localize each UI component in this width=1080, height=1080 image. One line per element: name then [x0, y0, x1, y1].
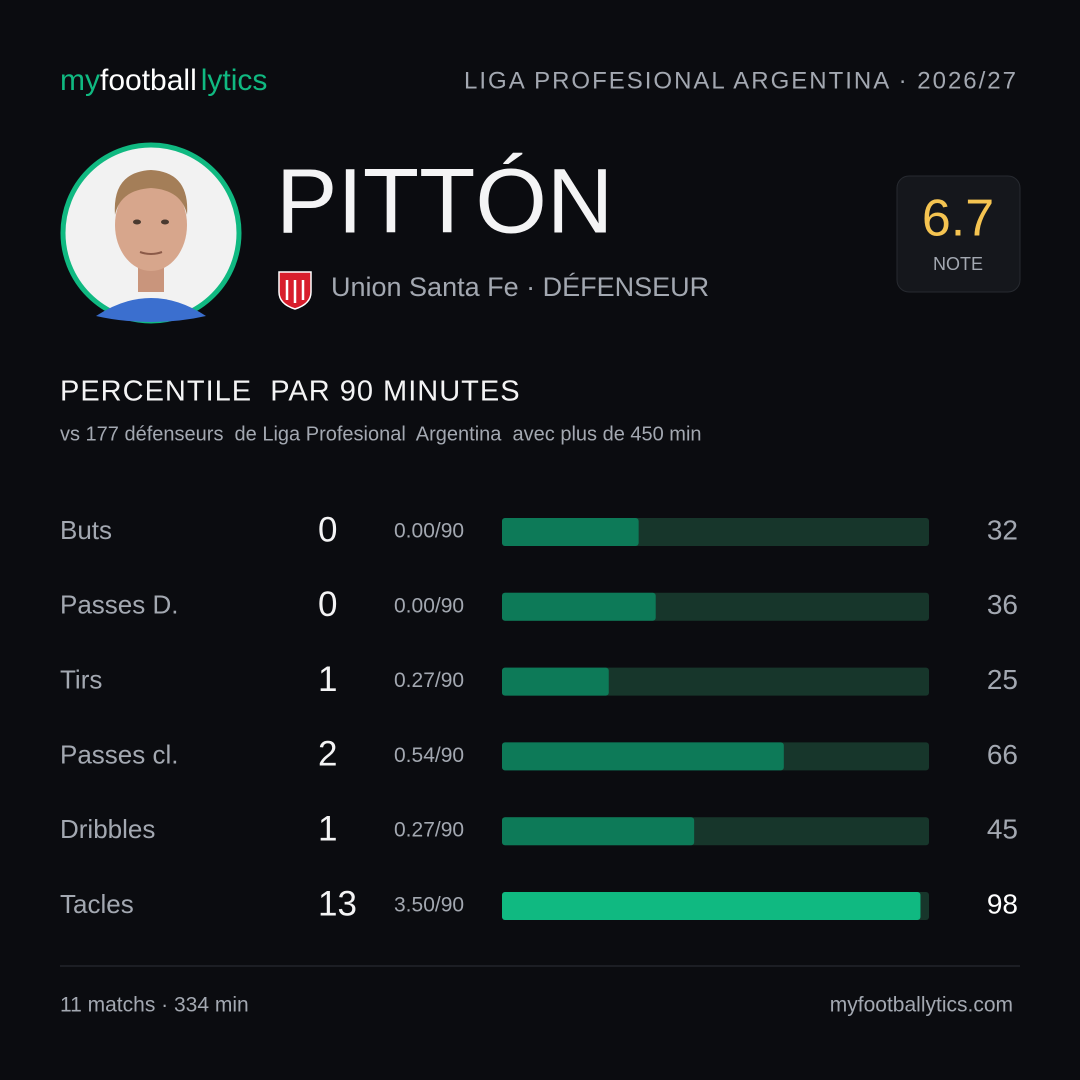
stat-label: Dribbles [60, 814, 155, 844]
team-badge [278, 271, 312, 310]
footer-right: myfootballytics.com [830, 994, 1013, 1017]
brand-part: my [60, 64, 100, 97]
section-subtitle: vs 177 défenseurs de Liga Profesional Ar… [60, 423, 702, 445]
stat-total: 2 [318, 735, 337, 774]
footer-left: 11 matchs · 334 min [60, 994, 249, 1017]
stat-total: 0 [318, 585, 337, 624]
bar [502, 817, 695, 846]
stat-total: 1 [318, 660, 337, 699]
stat-percentile: 32 [987, 514, 1018, 545]
stat-percentile: 66 [987, 739, 1018, 770]
player-photo [60, 142, 242, 324]
stat-label: Tacles [60, 889, 134, 919]
stat-label: Buts [60, 515, 112, 545]
bar [502, 592, 656, 621]
bar [502, 742, 784, 771]
team: Union Santa Fe · DÉFENSEUR [331, 272, 709, 302]
brand-part: football [100, 64, 197, 97]
stat-total: 0 [318, 510, 337, 549]
stat-per90: 0.54/90 [394, 744, 464, 767]
brand-part: lytics [201, 64, 268, 97]
stat-percentile: 36 [987, 589, 1018, 620]
stat-per90: 3.50/90 [394, 894, 464, 917]
stat-per90: 0.27/90 [394, 819, 464, 842]
stat-total: 1 [318, 809, 337, 848]
stat-label: Passes cl. [60, 739, 179, 769]
stat-per90: 0.00/90 [394, 520, 464, 543]
stat-percentile: 98 [987, 888, 1018, 919]
section-title: PERCENTILE PAR 90 MINUTES [60, 376, 521, 408]
rating-box [896, 175, 1021, 293]
stat-percentile: 25 [987, 664, 1018, 695]
stat-percentile: 45 [987, 814, 1018, 845]
brand: myfootball lytics [60, 64, 267, 97]
bar [502, 667, 609, 696]
stat-per90: 0.00/90 [394, 594, 464, 617]
rating-label: NOTE [933, 254, 983, 274]
bar [502, 892, 921, 920]
stat-label: Tirs [60, 664, 102, 694]
stat-total: 13 [318, 884, 357, 923]
stat-label: Passes D. [60, 590, 179, 620]
bar [502, 518, 639, 546]
player-name: PITTÓN [276, 150, 613, 252]
stat-per90: 0.27/90 [394, 669, 464, 692]
league: LIGA PROFESIONAL ARGENTINA · 2026/27 [464, 67, 1018, 94]
stats: Buts 0 0.00/90 32 Passes D. 0 0.00/90 36 Tirs 1 0.… [60, 510, 1018, 923]
rating-value: 6.7 [922, 190, 994, 248]
